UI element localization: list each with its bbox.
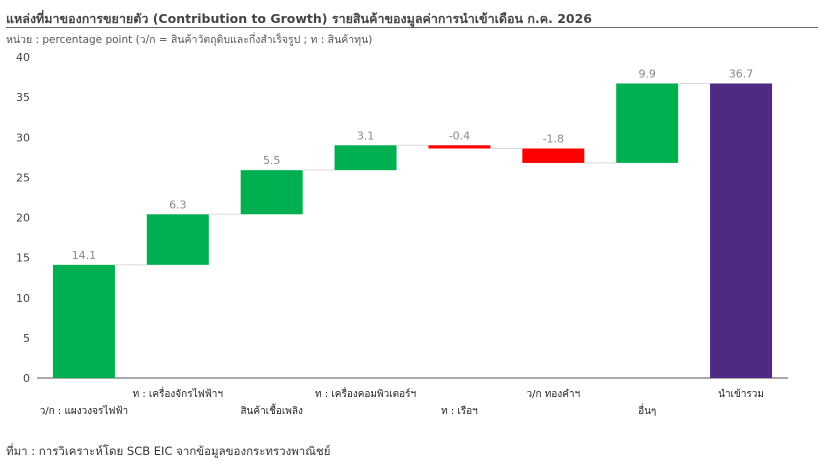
chart-subtitle: หน่วย : percentage point (ว/ก = สินค้าวั… [6,34,373,46]
data-label: 6.3 [169,198,187,211]
waterfall-bar [522,148,585,163]
waterfall-bar [710,83,773,379]
chart-title: แหล่งที่มาของการขยายตัว (Contribution to… [6,11,592,26]
waterfall-bar [240,170,303,215]
y-tick-label: 0 [23,372,30,385]
y-tick-label: 25 [16,171,30,184]
y-tick-label: 15 [16,252,30,265]
data-label: 14.1 [72,249,97,262]
waterfall-bar [616,83,679,163]
waterfall-bar [146,214,209,265]
category-label: ท : เครื่องจักรไฟฟ้าฯ [133,386,223,400]
y-tick-label: 30 [16,131,30,144]
category-label: ท : เรือฯ [441,405,478,417]
category-label: สินค้าเชื้อเพลิง [240,403,303,417]
title-divider [6,27,818,28]
waterfall-bar [428,145,491,149]
y-tick-label: 20 [16,212,30,225]
y-tick-label: 40 [16,51,30,64]
waterfall-bar [52,264,115,378]
waterfall-bar [334,145,397,171]
data-label: 3.1 [357,129,375,142]
data-label: -0.4 [449,129,470,142]
y-tick-label: 10 [16,292,30,305]
category-label: นำเข้ารวม [718,388,764,400]
category-label: ว/ก ทองคำฯ [527,389,581,400]
category-label: อื่นๆ [638,403,656,417]
data-label: 5.5 [263,154,281,167]
data-label: -1.8 [543,132,564,145]
data-label: 36.7 [729,67,754,80]
category-label: ท : เครื่องคอมพิวเตอร์ฯ [315,386,416,400]
category-label: ว/ก : แผงวงจรไฟฟ้า [40,405,129,417]
y-tick-label: 35 [16,91,30,104]
source-note: ที่มา : การวิเคราะห์โดย SCB EIC จากข้อมู… [6,444,331,458]
y-tick-label: 5 [23,332,30,345]
data-label: 9.9 [638,67,656,80]
